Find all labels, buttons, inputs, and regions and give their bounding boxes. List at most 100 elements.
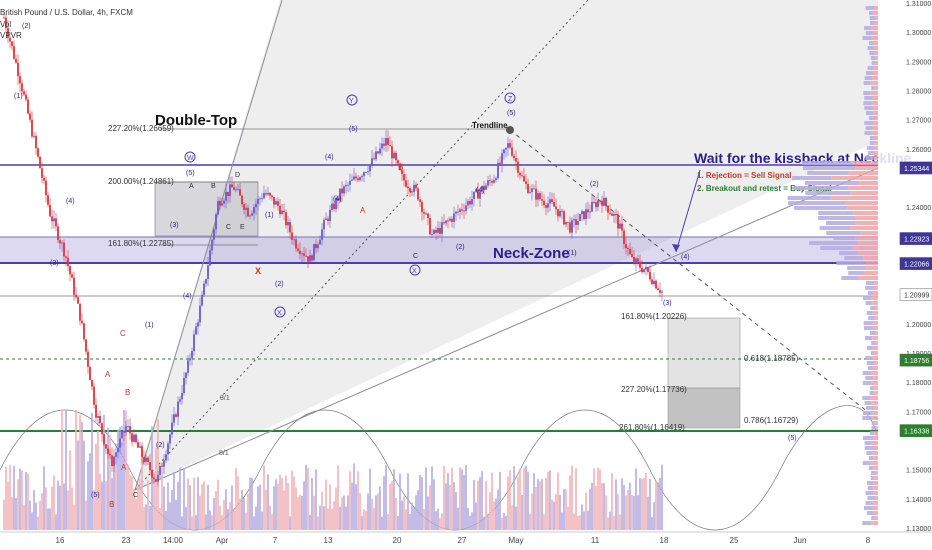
profile-bar-down xyxy=(873,386,878,390)
price-badge xyxy=(899,257,932,270)
profile-bar-down xyxy=(875,496,878,500)
profile-bar-up xyxy=(818,216,856,220)
volume-bar xyxy=(291,470,293,530)
svg-text:C: C xyxy=(120,329,126,338)
volume-bar xyxy=(21,470,23,530)
profile-bar-up xyxy=(870,306,876,310)
profile-bar-down xyxy=(870,91,878,95)
profile-bar-up xyxy=(869,391,874,395)
y-tick-label: 1.27000 xyxy=(906,118,931,125)
volume-bar xyxy=(607,517,609,530)
candle-body xyxy=(125,426,127,433)
candle-body xyxy=(489,180,491,182)
volume-bars xyxy=(3,410,663,530)
candle-body xyxy=(9,37,11,42)
candle-body xyxy=(183,378,185,394)
candle-body xyxy=(123,431,125,433)
volume-bar xyxy=(351,482,353,530)
volume-bar xyxy=(465,465,467,530)
volume-bar xyxy=(611,473,613,530)
profile-bar-up xyxy=(867,46,875,50)
candle-body xyxy=(659,290,661,293)
profile-bar-up xyxy=(869,51,876,55)
volume-bar xyxy=(147,479,149,530)
profile-bar-up xyxy=(871,61,876,65)
volume-bar xyxy=(15,498,17,530)
candle-body xyxy=(323,219,325,230)
candle-body xyxy=(509,143,511,148)
volume-bar xyxy=(249,477,251,530)
candle-body xyxy=(507,143,509,148)
price-badge xyxy=(899,161,932,175)
candle-body xyxy=(563,211,565,225)
candle-body xyxy=(275,201,277,205)
profile-bar-down xyxy=(862,271,878,275)
volume-bar xyxy=(37,516,39,530)
volume-bar xyxy=(505,515,507,530)
profile-bar-down xyxy=(845,201,878,205)
profile-bar-down xyxy=(873,391,878,395)
profile-bar-up xyxy=(863,26,872,30)
candle-body xyxy=(317,244,319,249)
candle-body xyxy=(625,244,627,249)
profile-bar-up xyxy=(865,156,874,160)
svg-text:(3): (3) xyxy=(50,260,59,267)
candle-body xyxy=(343,186,345,194)
candle-body xyxy=(269,192,271,196)
profile-bar-down xyxy=(872,506,878,510)
profile-bar-up xyxy=(864,441,872,445)
candle-body xyxy=(295,239,297,249)
candle-body xyxy=(447,220,449,222)
candle-body xyxy=(53,218,55,222)
profile-bar-down xyxy=(872,126,878,130)
candle-body xyxy=(355,176,357,179)
volume-bar xyxy=(545,477,547,530)
candle-body xyxy=(47,195,49,205)
profile-bar-down xyxy=(859,181,878,185)
volume-bar xyxy=(359,492,361,530)
volume-bar xyxy=(53,475,55,530)
candle-body xyxy=(655,280,657,289)
volume-bar xyxy=(327,508,329,530)
volume-bar xyxy=(579,515,581,530)
candle-body xyxy=(457,211,459,213)
candle-body xyxy=(281,210,283,215)
profile-bar-up xyxy=(862,521,872,525)
profile-bar-down xyxy=(875,56,878,60)
svg-text:(5): (5) xyxy=(91,492,100,499)
svg-text:(2): (2) xyxy=(590,181,599,188)
candle-body xyxy=(141,446,143,457)
vol-indicator[interactable]: Vol xyxy=(0,20,11,29)
time-axis[interactable]: 16 23 14:00 Apr 7 13 20 27 May 11 18 25 Jun 8 xyxy=(56,536,871,545)
volume-bar xyxy=(153,471,155,530)
volume-bar xyxy=(535,487,537,530)
volume-bar xyxy=(33,490,35,530)
svg-text:(5): (5) xyxy=(186,170,195,177)
volume-bar xyxy=(601,483,603,530)
profile-bar-up xyxy=(792,176,832,180)
profile-bar-down xyxy=(873,481,878,485)
profile-bar-down xyxy=(865,266,878,270)
volume-bar xyxy=(575,468,577,530)
profile-bar-down xyxy=(875,306,878,310)
vpvr-indicator[interactable]: VPVR xyxy=(0,31,22,40)
candle-body xyxy=(215,214,217,230)
profile-bar-down xyxy=(874,476,878,480)
candle-body xyxy=(367,171,369,173)
x-tick-label: 13 xyxy=(324,536,333,545)
profile-bar-down xyxy=(873,491,878,495)
volume-bar xyxy=(639,478,641,530)
candle-body xyxy=(149,462,151,471)
candle-body xyxy=(169,434,171,444)
candle-body xyxy=(353,176,355,180)
svg-text:(2): (2) xyxy=(156,442,165,449)
candle-body xyxy=(11,41,13,47)
volume-bar xyxy=(63,483,65,530)
candle-body xyxy=(529,192,531,193)
candle-body xyxy=(359,177,361,181)
candle-body xyxy=(363,172,365,177)
candle-body xyxy=(505,147,507,150)
volume-bar xyxy=(511,505,513,530)
volume-bar xyxy=(585,492,587,530)
